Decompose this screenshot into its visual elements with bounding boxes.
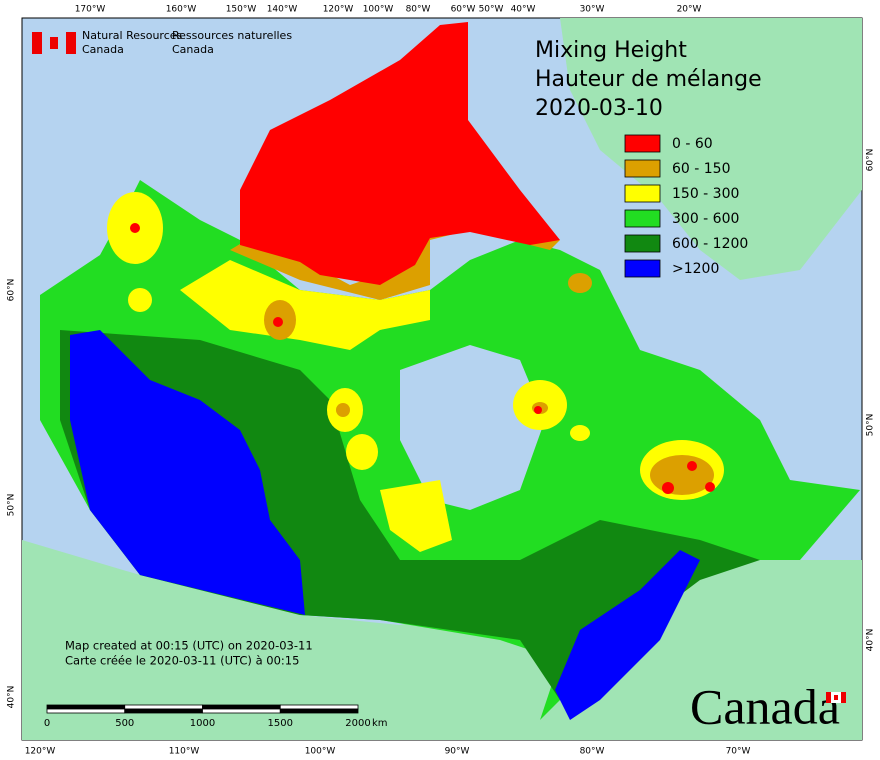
zone-dark-green (60, 330, 760, 700)
zone-patch (568, 273, 592, 293)
legend-label: 0 - 60 (672, 136, 713, 152)
scale-segment (46, 708, 126, 714)
scale-label: 1000 (190, 718, 215, 729)
scale-label: 1500 (268, 718, 293, 729)
zone-patch (662, 482, 674, 494)
legend-label: 150 - 300 (672, 186, 739, 202)
scale-segment (279, 708, 359, 714)
scale-unit: km (372, 718, 388, 729)
legend-swatch (624, 234, 661, 253)
legend-label: 600 - 1200 (672, 236, 748, 252)
longitude-label: 50°W (479, 5, 504, 15)
zone-blue (70, 330, 305, 615)
longitude-label: 100°W (305, 747, 336, 757)
agency-name: Canada (172, 43, 214, 56)
wordmark: Canada (690, 678, 840, 734)
flag-bar (66, 32, 76, 54)
longitude-label: 120°W (25, 747, 56, 757)
longitude-label: 60°W (451, 5, 476, 15)
greenland (560, 18, 862, 280)
longitude-label: 110°W (169, 747, 200, 757)
latitude-label: 50°N (7, 494, 17, 517)
zone-patch (336, 403, 350, 417)
scale-segment (124, 704, 203, 710)
scale-segment (202, 708, 281, 714)
longitude-label: 20°W (677, 5, 702, 15)
legend-swatch (624, 259, 661, 278)
agency-name: Natural Resources (82, 29, 183, 42)
longitude-label: 140°W (267, 5, 298, 15)
footnote: Map created at 00:15 (UTC) on 2020-03-11 (65, 639, 313, 653)
scale-label: 2000 (345, 718, 370, 729)
scale-label: 0 (44, 718, 50, 729)
longitude-label: 80°W (580, 747, 605, 757)
latitude-label: 60°N (866, 149, 876, 172)
footnote: Carte créée le 2020-03-11 (UTC) à 00:15 (65, 654, 299, 668)
hudson-bay (400, 345, 545, 510)
longitude-label: 120°W (323, 5, 354, 15)
legend-label: 60 - 150 (672, 161, 731, 177)
agency-name: Ressources naturelles (172, 29, 292, 42)
zone-yellow (380, 480, 452, 552)
zone-patch (650, 455, 714, 495)
flag-leaf (50, 37, 58, 49)
longitude-label: 80°W (406, 5, 431, 15)
map-title: Mixing Height (535, 38, 687, 63)
legend-swatch (624, 134, 661, 153)
longitude-label: 40°W (511, 5, 536, 15)
latitude-label: 40°N (7, 686, 17, 709)
longitude-label: 100°W (363, 5, 394, 15)
longitude-label: 160°W (166, 5, 197, 15)
zone-patch (273, 317, 283, 327)
zone-patch (346, 434, 378, 470)
flag-bar (32, 32, 42, 54)
zone-red (240, 22, 560, 285)
legend-label: 300 - 600 (672, 211, 739, 227)
longitude-label: 30°W (580, 5, 605, 15)
scale-segment (124, 708, 203, 714)
map-title: 2020-03-10 (535, 96, 663, 121)
longitude-label: 90°W (445, 747, 470, 757)
zone-patch (128, 288, 152, 312)
scale-label: 500 (115, 718, 134, 729)
zone-patch (130, 223, 140, 233)
latitude-label: 50°N (866, 414, 876, 437)
zone-patch (687, 461, 697, 471)
legend-swatch (624, 209, 661, 228)
longitude-label: 70°W (726, 747, 751, 757)
zone-blue (555, 550, 700, 720)
legend-label: >1200 (672, 261, 719, 277)
scale-segment (202, 704, 281, 710)
zone-patch (705, 482, 715, 492)
latitude-label: 40°N (866, 629, 876, 652)
legend-swatch (624, 184, 661, 203)
wordmark-flag (834, 695, 838, 700)
zone-patch (534, 406, 542, 414)
longitude-label: 170°W (75, 5, 106, 15)
zone-yellow (180, 260, 430, 350)
latitude-label: 60°N (7, 279, 17, 302)
scale-segment (279, 704, 359, 710)
zone-patch (570, 425, 590, 441)
longitude-label: 150°W (226, 5, 257, 15)
zone-orange (230, 222, 560, 300)
map-title: Hauteur de mélange (535, 67, 762, 92)
legend-swatch (624, 159, 661, 178)
scale-segment (46, 704, 126, 710)
agency-name: Canada (82, 43, 124, 56)
